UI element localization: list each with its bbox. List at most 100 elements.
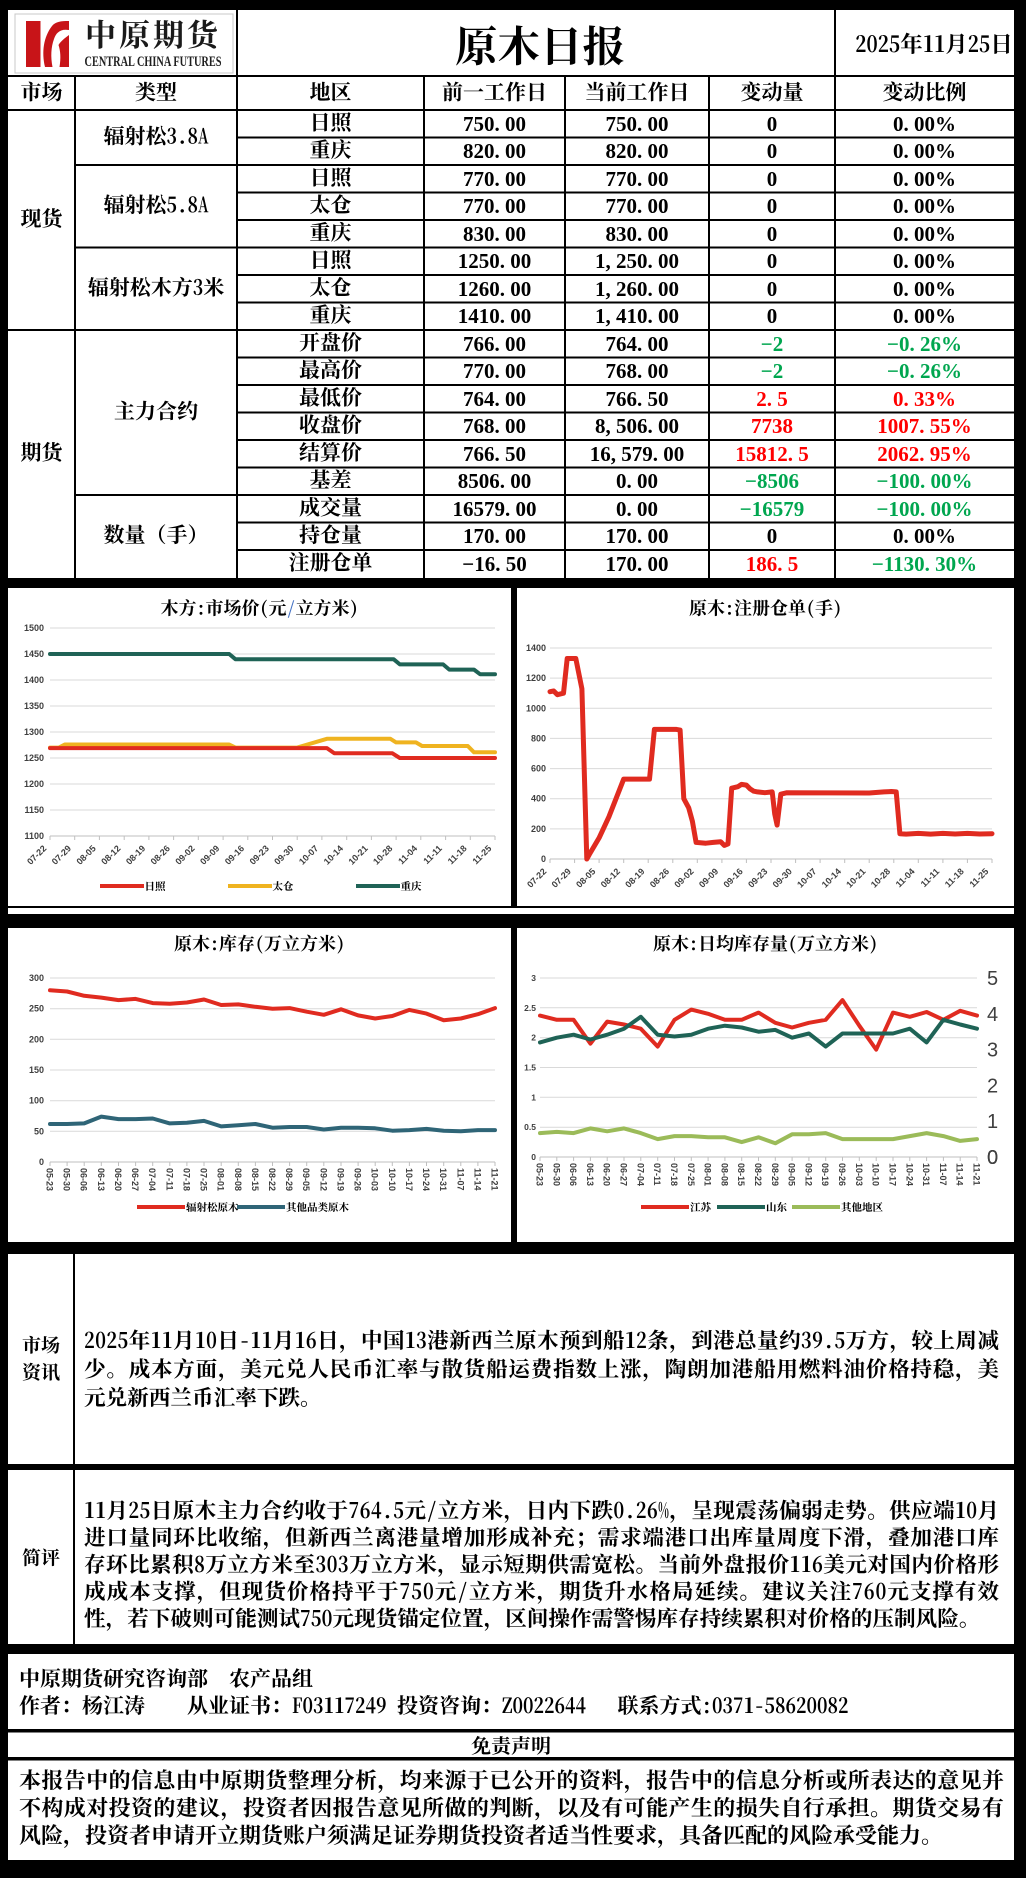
svg-text:770. 00: 770. 00	[463, 359, 526, 383]
svg-text:1500: 1500	[24, 623, 44, 633]
svg-text:800: 800	[531, 733, 546, 743]
svg-text:0. 00%: 0. 00%	[893, 167, 956, 191]
svg-text:1450: 1450	[24, 649, 44, 659]
svg-text:764. 00: 764. 00	[606, 332, 669, 356]
svg-text:0: 0	[987, 1147, 998, 1169]
svg-text:300: 300	[29, 973, 44, 983]
svg-text:0. 00: 0. 00	[616, 497, 658, 521]
svg-text:0. 00%: 0. 00%	[893, 249, 956, 273]
svg-text:766. 00: 766. 00	[463, 332, 526, 356]
svg-text:1: 1	[531, 1092, 536, 1102]
svg-text:11-21: 11-21	[972, 1163, 982, 1186]
svg-text:09-05: 09-05	[787, 1163, 797, 1186]
svg-text:08-22: 08-22	[267, 1168, 277, 1191]
svg-text:0: 0	[531, 1152, 536, 1162]
svg-text:830. 00: 830. 00	[606, 222, 669, 246]
svg-text:09-26: 09-26	[837, 1163, 847, 1186]
svg-text:0. 00%: 0. 00%	[893, 112, 956, 136]
svg-text:−0. 26%: −0. 26%	[887, 359, 962, 383]
svg-text:0: 0	[767, 524, 778, 548]
svg-text:768. 00: 768. 00	[606, 359, 669, 383]
svg-text:10-17: 10-17	[888, 1163, 898, 1186]
svg-text:11-21: 11-21	[490, 1168, 500, 1191]
svg-text:3: 3	[531, 973, 536, 983]
svg-text:170. 00: 170. 00	[463, 524, 526, 548]
svg-text:1350: 1350	[24, 701, 44, 711]
svg-text:1, 410. 00: 1, 410. 00	[595, 304, 679, 328]
svg-text:2.5: 2.5	[524, 1003, 536, 1013]
svg-text:06-27: 06-27	[619, 1163, 629, 1186]
svg-text:8, 506. 00: 8, 506. 00	[595, 414, 679, 438]
svg-text:0: 0	[39, 1157, 44, 1167]
svg-text:−8506: −8506	[745, 469, 799, 493]
svg-text:7738: 7738	[751, 414, 793, 438]
svg-text:09-19: 09-19	[820, 1163, 830, 1186]
svg-text:−2: −2	[761, 359, 783, 383]
svg-text:3: 3	[987, 1040, 998, 1062]
svg-text:10-24: 10-24	[904, 1163, 914, 1186]
svg-text:08-15: 08-15	[736, 1163, 746, 1186]
svg-text:07-25: 07-25	[686, 1163, 696, 1186]
svg-text:05-23: 05-23	[45, 1168, 55, 1191]
svg-text:830. 00: 830. 00	[463, 222, 526, 246]
svg-text:0. 00%: 0. 00%	[893, 222, 956, 246]
svg-text:1250. 00: 1250. 00	[458, 249, 532, 273]
svg-text:770. 00: 770. 00	[606, 167, 669, 191]
svg-text:100: 100	[29, 1096, 44, 1106]
svg-text:2: 2	[531, 1033, 536, 1043]
svg-text:1260. 00: 1260. 00	[458, 277, 532, 301]
svg-text:1250: 1250	[24, 753, 44, 763]
svg-text:06-20: 06-20	[602, 1163, 612, 1186]
svg-text:400: 400	[531, 794, 546, 804]
svg-text:0. 33%: 0. 33%	[893, 387, 956, 411]
svg-text:170. 00: 170. 00	[606, 552, 669, 576]
svg-text:0: 0	[767, 167, 778, 191]
svg-text:1200: 1200	[24, 779, 44, 789]
svg-text:4: 4	[987, 1004, 998, 1026]
svg-text:0.5: 0.5	[524, 1122, 536, 1132]
svg-text:05-30: 05-30	[551, 1163, 561, 1186]
svg-text:0: 0	[767, 249, 778, 273]
svg-text:0: 0	[767, 139, 778, 163]
svg-text:0. 00%: 0. 00%	[893, 524, 956, 548]
svg-text:16, 579. 00: 16, 579. 00	[590, 442, 685, 466]
svg-text:08-22: 08-22	[753, 1163, 763, 1186]
svg-text:−100. 00%: −100. 00%	[877, 497, 973, 521]
svg-text:1000: 1000	[526, 703, 546, 713]
svg-text:06-06: 06-06	[79, 1168, 89, 1191]
svg-text:1150: 1150	[24, 805, 44, 815]
svg-text:0. 00: 0. 00	[616, 469, 658, 493]
svg-text:15812. 5: 15812. 5	[735, 442, 809, 466]
svg-text:750. 00: 750. 00	[606, 112, 669, 136]
svg-text:11-07: 11-07	[938, 1163, 948, 1186]
svg-text:10-24: 10-24	[421, 1168, 431, 1191]
svg-text:09-26: 09-26	[353, 1168, 363, 1191]
svg-text:09-12: 09-12	[803, 1163, 813, 1186]
svg-text:09-19: 09-19	[336, 1168, 346, 1191]
svg-text:0. 00%: 0. 00%	[893, 194, 956, 218]
svg-text:0: 0	[767, 277, 778, 301]
svg-text:10-31: 10-31	[438, 1168, 448, 1191]
svg-text:764. 00: 764. 00	[463, 387, 526, 411]
svg-text:10-10: 10-10	[871, 1163, 881, 1186]
svg-text:1007. 55%: 1007. 55%	[877, 414, 972, 438]
svg-text:1, 250. 00: 1, 250. 00	[595, 249, 679, 273]
svg-text:07-11: 07-11	[164, 1168, 174, 1191]
svg-text:10-03: 10-03	[370, 1168, 380, 1191]
svg-text:08-01: 08-01	[703, 1163, 713, 1186]
svg-text:07-25: 07-25	[199, 1168, 209, 1191]
svg-text:50: 50	[34, 1126, 44, 1136]
svg-text:2: 2	[987, 1075, 998, 1097]
svg-text:06-20: 06-20	[113, 1168, 123, 1191]
svg-text:186. 5: 186. 5	[746, 552, 799, 576]
svg-text:0: 0	[987, 1147, 998, 1169]
svg-text:0: 0	[767, 222, 778, 246]
svg-text:2. 5: 2. 5	[756, 387, 788, 411]
svg-text:820. 00: 820. 00	[463, 139, 526, 163]
svg-text:10-03: 10-03	[854, 1163, 864, 1186]
svg-text:766. 50: 766. 50	[463, 442, 526, 466]
svg-text:07-04: 07-04	[147, 1168, 157, 1191]
svg-text:0: 0	[767, 304, 778, 328]
svg-text:2062. 95%: 2062. 95%	[877, 442, 972, 466]
svg-text:250: 250	[29, 1004, 44, 1014]
